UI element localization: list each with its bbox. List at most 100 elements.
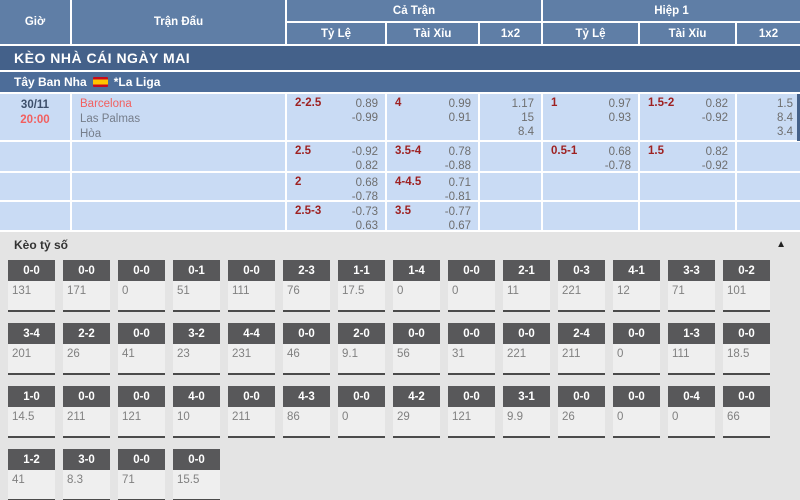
score-tile[interactable]: 0-0 0 [118,260,165,312]
score-tile[interactable]: 2-3 76 [283,260,330,312]
score-tile[interactable]: 3-2 23 [173,323,220,375]
score-odds-value: 171 [67,285,87,297]
score-button: 0-0 [723,386,770,407]
score-tile[interactable]: 0-0 15.5 [173,449,220,500]
score-button: 2-3 [283,260,330,281]
col-header-time: Giờ [0,0,70,44]
score-odds-value: 221 [562,285,582,297]
ft-handicap-cell[interactable]: 2 0.68 -0.78 [287,173,385,200]
score-tile[interactable]: 0-0 66 [723,386,770,438]
ft-overunder-cell[interactable]: 3.5-4 0.78 -0.88 [387,142,478,171]
draw-label: Hòa [80,128,102,140]
score-tile[interactable]: 3-0 8.3 [63,449,110,500]
league-header[interactable]: Tây Ban Nha *La Liga [0,72,800,92]
score-odds-value: 201 [12,348,32,360]
h1-overunder-cell[interactable]: 1.5 0.82 -0.92 [640,142,735,171]
score-tile[interactable]: 0-0 0 [613,323,660,375]
score-tile[interactable]: 0-0 46 [283,323,330,375]
score-button: 3-3 [668,260,715,281]
score-tile[interactable]: 0-0 211 [63,386,110,438]
score-tile[interactable]: 4-4 231 [228,323,275,375]
spain-flag-icon [92,77,108,87]
score-odds-value: 0 [452,285,459,297]
score-tile[interactable]: 0-0 131 [8,260,55,312]
score-button: 0-0 [448,260,495,281]
h1-1x2-cell[interactable]: 1.5 8.4 3.4 [737,94,800,140]
score-tile[interactable]: 0-0 71 [118,449,165,500]
score-button: 0-0 [723,323,770,344]
h1-handicap-cell[interactable]: 1 0.97 0.93 [543,94,638,140]
score-odds-value: 9.1 [342,348,358,360]
h1-overunder-odd: -0.92 [701,112,728,124]
score-tile[interactable]: 0-0 31 [448,323,495,375]
score-tile[interactable]: 4-2 29 [393,386,440,438]
score-tile[interactable]: 3-3 71 [668,260,715,312]
score-tile[interactable]: 0-0 111 [228,260,275,312]
ft-handicap-cell[interactable]: 2.5 -0.92 0.82 [287,142,385,171]
score-tile[interactable]: 0-1 51 [173,260,220,312]
score-tile[interactable]: 2-2 26 [63,323,110,375]
score-odds-value: 0 [617,348,624,360]
score-tile[interactable]: 3-1 9.9 [503,386,550,438]
score-tile[interactable]: 3-4 201 [8,323,55,375]
h1-overunder-cell [640,173,735,200]
score-tile[interactable]: 0-0 0 [448,260,495,312]
score-button: 0-0 [393,323,440,344]
score-tile[interactable]: 4-0 10 [173,386,220,438]
h1-overunder-cell[interactable]: 1.5-2 0.82 -0.92 [640,94,735,140]
score-tile[interactable]: 1-1 17.5 [338,260,385,312]
score-tile[interactable]: 0-3 221 [558,260,605,312]
correct-score-section: Kèo tỷ số ▲ 0-0 131 0-0 171 0-0 0 0-1 51 0-0 111 2… [0,232,800,500]
score-tile[interactable]: 0-0 0 [338,386,385,438]
score-tile[interactable]: 4-1 12 [613,260,660,312]
ft-overunder-cell[interactable]: 4-4.5 0.71 -0.81 [387,173,478,200]
ft-overunder-odd: 0.91 [448,112,471,124]
collapse-arrow-icon[interactable]: ▲ [776,239,786,250]
ft-overunder-odd: 0.78 [448,146,471,158]
score-tile[interactable]: 1-0 14.5 [8,386,55,438]
score-tile[interactable]: 2-1 11 [503,260,550,312]
score-tile[interactable]: 0-2 101 [723,260,770,312]
score-odds-value: 101 [727,285,747,297]
h1-handicap-cell[interactable]: 0.5-1 0.68 -0.78 [543,142,638,171]
match-cell[interactable]: Barcelona Las Palmas Hòa [72,94,285,140]
score-odds-value: 41 [122,348,135,360]
score-tile[interactable]: 1-3 111 [668,323,715,375]
score-tile[interactable]: 1-4 0 [393,260,440,312]
h1-handicap-odd: -0.78 [604,160,631,171]
ft-1x2-odd: 1.17 [511,98,534,110]
score-button: 0-0 [448,323,495,344]
score-tile[interactable]: 0-4 0 [668,386,715,438]
score-tile[interactable]: 2-0 9.1 [338,323,385,375]
score-tile[interactable]: 0-0 121 [118,386,165,438]
ft-overunder-cell[interactable]: 4 0.99 0.91 [387,94,478,140]
score-tile[interactable]: 0-0 26 [558,386,605,438]
score-tile[interactable]: 1-2 41 [8,449,55,500]
h1-overunder-cell [640,202,735,230]
score-tile[interactable]: 0-0 171 [63,260,110,312]
ft-handicap-odds: 0.68 -0.78 [352,176,378,200]
score-tile[interactable]: 2-4 211 [558,323,605,375]
col-header-full-match: Cả Trận [287,0,541,21]
score-button: 0-0 [8,260,55,281]
score-tile[interactable]: 0-0 18.5 [723,323,770,375]
score-tile[interactable]: 0-0 221 [503,323,550,375]
league-name: *La Liga [113,75,161,89]
ft-overunder-odds: -0.77 0.67 [445,205,471,230]
ft-handicap-cell[interactable]: 2.5-3 -0.73 0.63 [287,202,385,230]
score-odds-value: 131 [12,285,32,297]
ft-overunder-cell[interactable]: 3.5 -0.77 0.67 [387,202,478,230]
score-tile[interactable]: 0-0 56 [393,323,440,375]
ft-1x2-cell[interactable]: 1.17 15 8.4 [480,94,541,140]
score-button: 0-0 [448,386,495,407]
ft-handicap-cell[interactable]: 2-2.5 0.89 -0.99 [287,94,385,140]
ft-overunder-odd: -0.81 [444,191,471,200]
score-tile[interactable]: 0-0 121 [448,386,495,438]
score-tile[interactable]: 0-0 0 [613,386,660,438]
score-tile[interactable]: 0-0 211 [228,386,275,438]
h1-1x2-odd: 3.4 [777,126,793,138]
score-tile[interactable]: 0-0 41 [118,323,165,375]
time-cell: 30/11 20:00 [0,94,70,140]
scrollbar-thumb[interactable] [797,94,800,141]
score-tile[interactable]: 4-3 86 [283,386,330,438]
